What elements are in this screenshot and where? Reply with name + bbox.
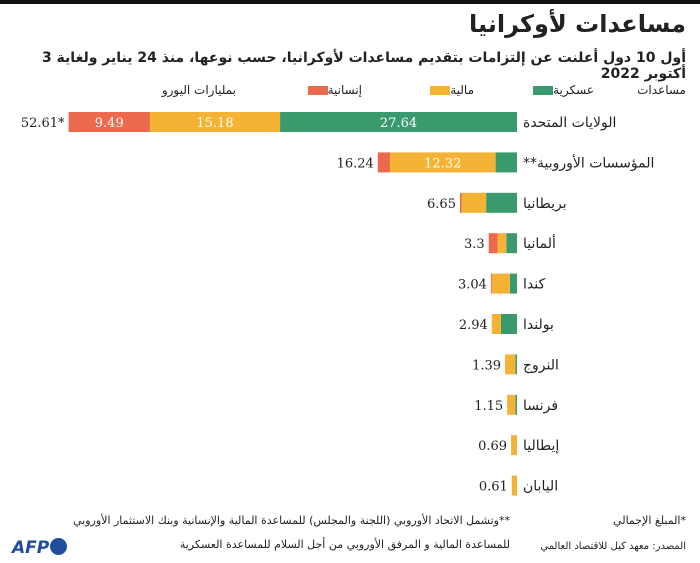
- bar-military: [506, 233, 517, 254]
- segment-label: 12.32: [424, 156, 461, 171]
- total-label: 1.39: [472, 358, 501, 373]
- segment-label: 15.18: [196, 116, 233, 131]
- bar-humanitarian: [490, 273, 492, 294]
- bar-financial: [149, 112, 281, 132]
- footnote-total: *المبلغ الإجمالي: [613, 514, 686, 527]
- legend-label: عسكرية: [553, 83, 594, 97]
- bar-financial: [491, 273, 510, 294]
- legend: مساعدات عسكرية مالية إنسانية بمليارات ال…: [16, 83, 686, 101]
- legend-swatch-military: [533, 86, 554, 95]
- bar-financial: [389, 152, 496, 173]
- bar-financial: [511, 475, 517, 496]
- chart-subtitle: أول 10 دول أعلنت عن إلتزامات بتقديم مساع…: [41, 50, 686, 82]
- total-label: 3.04: [458, 278, 487, 293]
- legend-title: مساعدات: [637, 83, 686, 97]
- total-label: 52.61*: [21, 116, 65, 131]
- legend-humanitarian: إنسانية: [304, 83, 362, 97]
- afp-logo: AFP: [12, 538, 68, 558]
- category-label: المؤسسات الأوروبية**: [523, 153, 654, 171]
- bar-humanitarian: [459, 192, 462, 213]
- top-bar: [0, 0, 700, 4]
- category-label: الولايات المتحدة: [523, 115, 616, 131]
- legend-military: عسكرية: [529, 83, 594, 97]
- category-label: بولندا: [523, 317, 554, 333]
- bar-military: [486, 192, 517, 213]
- bar-financial: [511, 435, 517, 456]
- category-label: فرنسا: [523, 398, 558, 414]
- category-label: كندا: [523, 277, 545, 293]
- footnote-eu-2: للمساعدة المالية و المرفق الأوروبي من أج…: [179, 538, 510, 551]
- bar-financial: [461, 192, 487, 213]
- legend-financial: مالية: [426, 83, 474, 97]
- bar-military: [500, 314, 517, 334]
- bar-military: [509, 273, 517, 294]
- bar-military: [515, 354, 517, 375]
- category-label: النروج: [523, 357, 559, 373]
- category-label: ألمانيا: [523, 234, 556, 252]
- bar-financial: [491, 314, 501, 334]
- bar-humanitarian: [488, 233, 498, 254]
- bar-military: [495, 152, 517, 173]
- total-label: 6.65: [427, 197, 456, 212]
- bar-military: [280, 112, 517, 132]
- segment-label: 27.64: [380, 116, 417, 131]
- footnote-eu-1: **وتشمل الاتحاد الأوروبي (اللجنة والمجلس…: [73, 514, 510, 527]
- legend-swatch-humanitarian: [307, 86, 328, 95]
- legend-label: إنسانية: [327, 83, 362, 97]
- bar-humanitarian: [68, 112, 150, 132]
- total-label: 0.69: [478, 439, 507, 454]
- bar-humanitarian: [377, 152, 390, 173]
- bar-financial: [505, 354, 516, 375]
- bar-financial: [497, 233, 507, 254]
- bar-military: [515, 394, 517, 415]
- category-label: بريطانيا: [523, 196, 567, 212]
- legend-label: مالية: [450, 83, 474, 97]
- unit-label: بمليارات اليورو: [161, 83, 236, 97]
- category-label: اليابان: [523, 479, 558, 495]
- total-label: 1.15: [474, 399, 503, 414]
- total-label: 0.61: [479, 480, 508, 495]
- chart-title: مساعدات لأوكرانيا: [469, 10, 686, 38]
- total-label: 2.94: [459, 318, 488, 333]
- total-label: 3.3: [464, 237, 485, 252]
- segment-label: 9.49: [95, 116, 124, 131]
- legend-swatch-financial: [430, 86, 451, 95]
- category-label: إيطاليا: [523, 438, 559, 454]
- source: المصدر: معهد كيل للاقتصاد العالمي: [540, 541, 686, 552]
- total-label: 16.24: [337, 156, 374, 171]
- bar-financial: [507, 394, 516, 415]
